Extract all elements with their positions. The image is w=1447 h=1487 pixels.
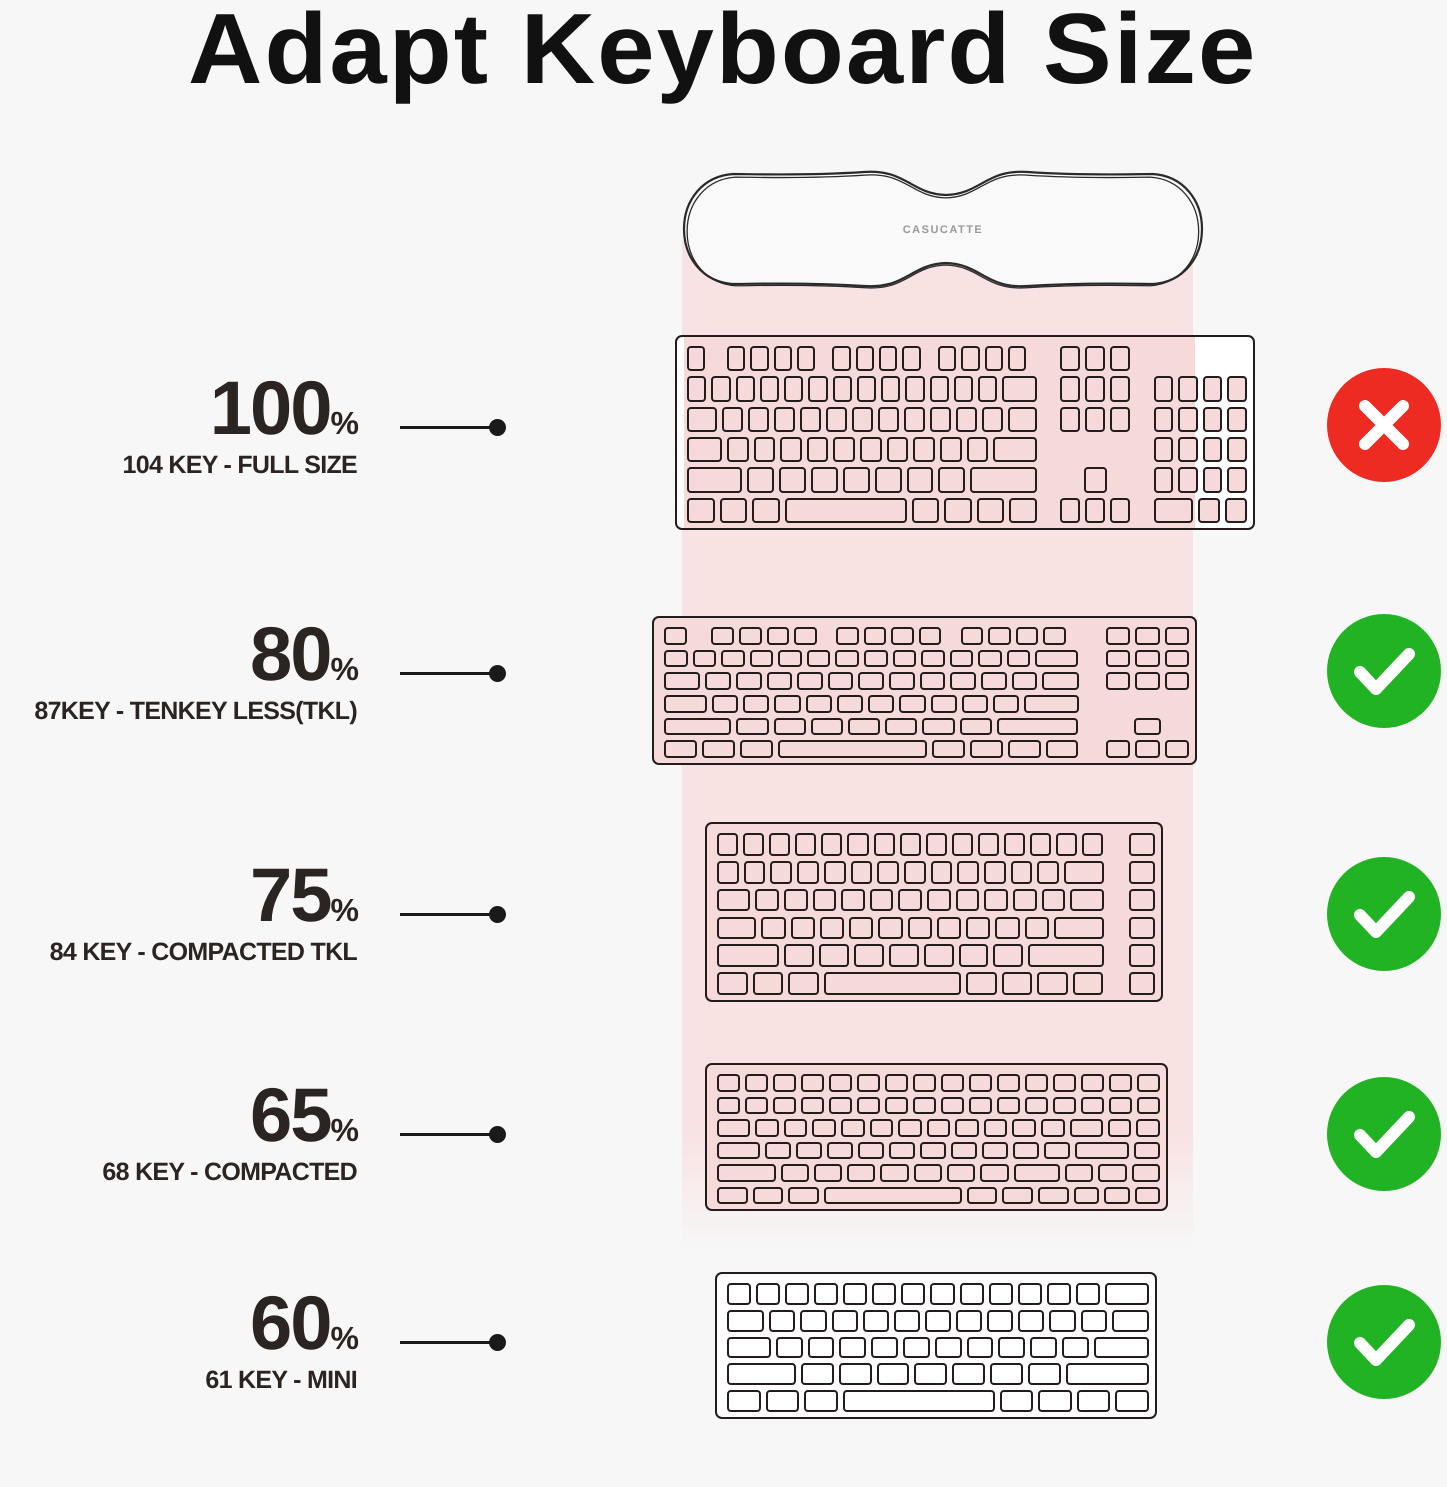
svg-text:CASUCATTE: CASUCATTE [903, 224, 984, 236]
